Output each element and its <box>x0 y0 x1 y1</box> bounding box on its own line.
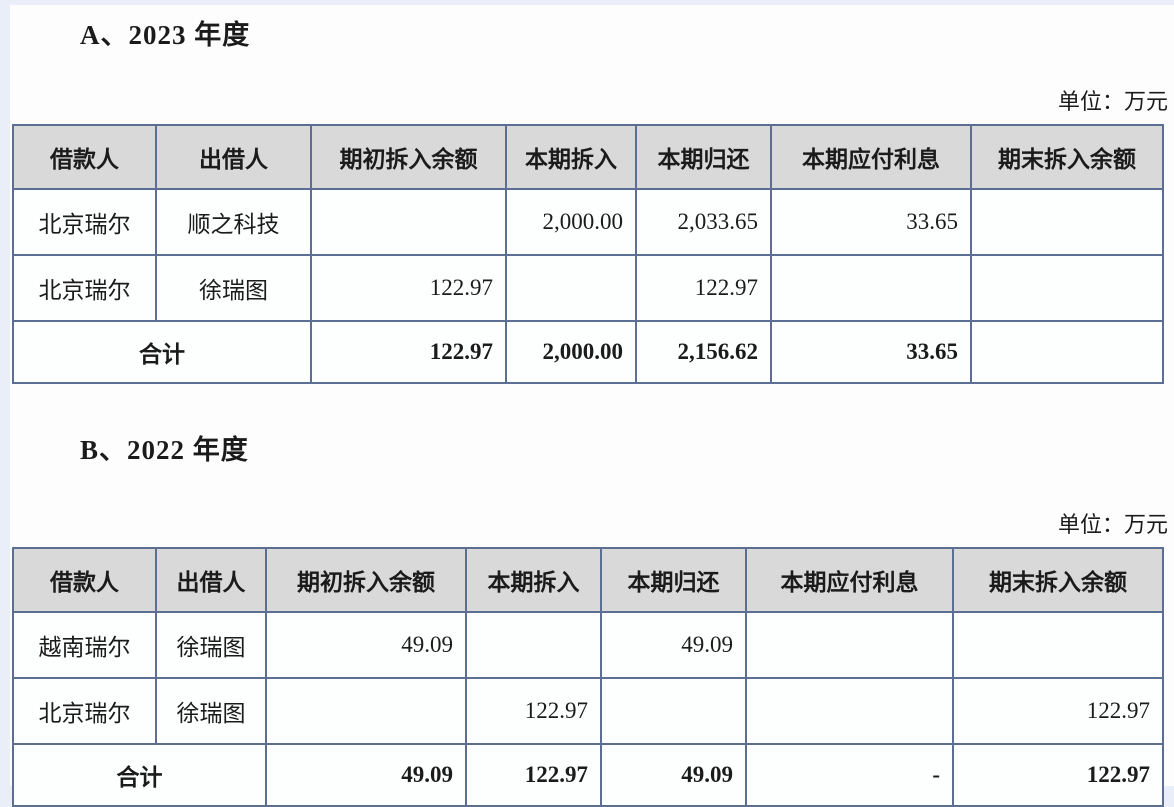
col-closing-balance: 期末拆入余额 <box>970 124 1164 190</box>
table-row: 越南瑞尔 徐瑞图 49.09 49.09 <box>12 611 1164 679</box>
unit-label-b: 单位：万元 <box>1057 512 1168 537</box>
total-borrowed: 122.97 <box>465 743 602 807</box>
total-opening: 122.97 <box>310 320 507 384</box>
total-interest: 33.65 <box>770 320 972 384</box>
col-borrower: 借款人 <box>12 124 157 190</box>
cell-closing <box>952 611 1164 679</box>
document-page: A、2023 年度 单位：万元 借款人 出借人 期初拆入余额 本期拆入 本期归还… <box>10 5 1174 807</box>
total-repaid: 49.09 <box>600 743 747 807</box>
cell-borrowed: 122.97 <box>465 677 602 745</box>
total-row: 合计 122.97 2,000.00 2,156.62 33.65 <box>12 320 1164 384</box>
cell-interest <box>745 677 954 745</box>
cell-opening: 122.97 <box>310 254 507 322</box>
total-closing <box>970 320 1164 384</box>
header-row: 借款人 出借人 期初拆入余额 本期拆入 本期归还 本期应付利息 期末拆入余额 <box>12 124 1164 190</box>
loan-table-2023: 借款人 出借人 期初拆入余额 本期拆入 本期归还 本期应付利息 期末拆入余额 北… <box>12 124 1164 384</box>
total-closing: 122.97 <box>952 743 1164 807</box>
loan-table-2022: 借款人 出借人 期初拆入余额 本期拆入 本期归还 本期应付利息 期末拆入余额 越… <box>12 547 1164 807</box>
table-header-2023: 借款人 出借人 期初拆入余额 本期拆入 本期归还 本期应付利息 期末拆入余额 <box>12 124 1164 190</box>
cell-repaid: 49.09 <box>600 611 747 679</box>
cell-opening <box>310 188 507 256</box>
cell-repaid: 122.97 <box>635 254 772 322</box>
col-interest: 本期应付利息 <box>745 547 954 613</box>
cell-borrowed <box>505 254 637 322</box>
cell-borrower: 越南瑞尔 <box>12 611 157 679</box>
cell-lender: 徐瑞图 <box>155 254 312 322</box>
cell-borrower: 北京瑞尔 <box>12 188 157 256</box>
col-lender: 出借人 <box>155 124 312 190</box>
table-header-2022: 借款人 出借人 期初拆入余额 本期拆入 本期归还 本期应付利息 期末拆入余额 <box>12 547 1164 613</box>
cell-repaid: 2,033.65 <box>635 188 772 256</box>
col-borrowed: 本期拆入 <box>465 547 602 613</box>
cell-interest: 33.65 <box>770 188 972 256</box>
total-label: 合计 <box>12 743 267 807</box>
section-b-title: B、2022 年度 <box>80 435 249 465</box>
col-borrower: 借款人 <box>12 547 157 613</box>
cell-interest <box>745 611 954 679</box>
unit-label-a: 单位：万元 <box>1057 89 1168 114</box>
cell-borrower: 北京瑞尔 <box>12 254 157 322</box>
total-label: 合计 <box>12 320 312 384</box>
table-row: 北京瑞尔 徐瑞图 122.97 122.97 <box>12 254 1164 322</box>
col-closing-balance: 期末拆入余额 <box>952 547 1164 613</box>
col-lender: 出借人 <box>155 547 267 613</box>
table-row: 北京瑞尔 徐瑞图 122.97 122.97 <box>12 677 1164 745</box>
table-body-2022: 越南瑞尔 徐瑞图 49.09 49.09 北京瑞尔 徐瑞图 122.97 122… <box>12 611 1164 807</box>
table-body-2023: 北京瑞尔 顺之科技 2,000.00 2,033.65 33.65 北京瑞尔 徐… <box>12 188 1164 384</box>
cell-lender: 徐瑞图 <box>155 677 267 745</box>
cell-repaid <box>600 677 747 745</box>
total-borrowed: 2,000.00 <box>505 320 637 384</box>
header-row: 借款人 出借人 期初拆入余额 本期拆入 本期归还 本期应付利息 期末拆入余额 <box>12 547 1164 613</box>
cell-closing <box>970 188 1164 256</box>
col-interest: 本期应付利息 <box>770 124 972 190</box>
cell-lender: 徐瑞图 <box>155 611 267 679</box>
col-repaid: 本期归还 <box>600 547 747 613</box>
total-row: 合计 49.09 122.97 49.09 - 122.97 <box>12 743 1164 807</box>
total-opening: 49.09 <box>265 743 467 807</box>
col-opening-balance: 期初拆入余额 <box>310 124 507 190</box>
col-opening-balance: 期初拆入余额 <box>265 547 467 613</box>
table-row: 北京瑞尔 顺之科技 2,000.00 2,033.65 33.65 <box>12 188 1164 256</box>
total-repaid: 2,156.62 <box>635 320 772 384</box>
cell-lender: 顺之科技 <box>155 188 312 256</box>
cell-borrower: 北京瑞尔 <box>12 677 157 745</box>
cell-borrowed: 2,000.00 <box>505 188 637 256</box>
cell-opening: 49.09 <box>265 611 467 679</box>
total-interest: - <box>745 743 954 807</box>
cell-interest <box>770 254 972 322</box>
section-a-title: A、2023 年度 <box>80 20 251 50</box>
cell-closing <box>970 254 1164 322</box>
cell-borrowed <box>465 611 602 679</box>
cell-opening <box>265 677 467 745</box>
col-repaid: 本期归还 <box>635 124 772 190</box>
cell-closing: 122.97 <box>952 677 1164 745</box>
col-borrowed: 本期拆入 <box>505 124 637 190</box>
